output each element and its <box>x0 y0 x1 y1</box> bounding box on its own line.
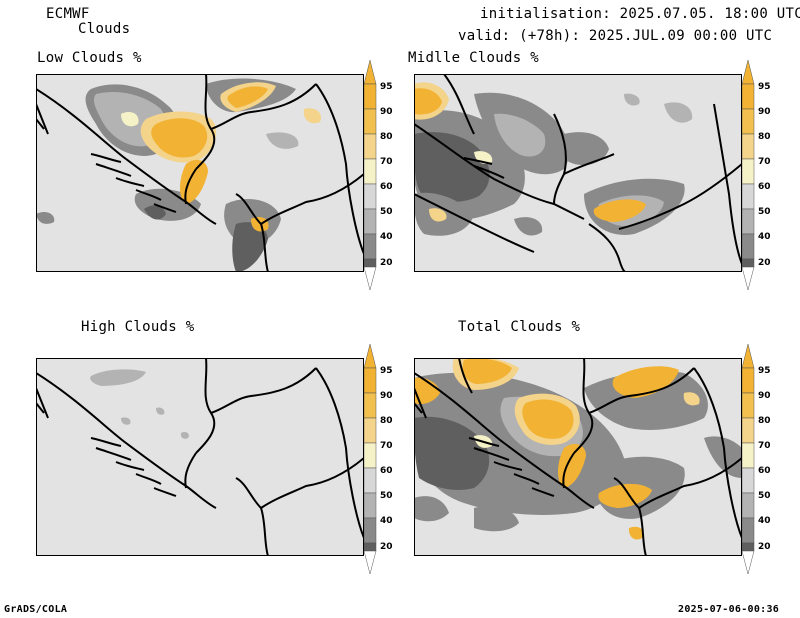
map-panel-low-clouds <box>36 74 364 272</box>
colorbar-label-70: 70 <box>380 157 393 167</box>
initialisation-time: initialisation: 2025.07.05. 18:00 UTC <box>480 6 800 22</box>
colorbar-label-80: 80 <box>758 416 771 426</box>
colorbar-swatches <box>363 343 377 575</box>
footer-software: GrADS/COLA <box>4 604 68 615</box>
colorbar-label-60: 60 <box>380 182 393 192</box>
panel-title-low-clouds: Low Clouds % <box>37 50 142 66</box>
colorbar-label-60: 60 <box>758 466 771 476</box>
colorbar-label-90: 90 <box>758 107 771 117</box>
colorbar-label-80: 80 <box>380 416 393 426</box>
colorbar-label-40: 40 <box>758 516 771 526</box>
panel-title-middle-clouds: Midlle Clouds % <box>408 50 539 66</box>
colorbar-high-clouds: 95 90 80 70 60 50 40 20 <box>363 342 400 582</box>
map-panel-middle-clouds <box>414 74 742 272</box>
colorbar-label-80: 80 <box>758 132 771 142</box>
colorbar-swatches <box>741 343 755 575</box>
colorbar-label-40: 40 <box>380 516 393 526</box>
colorbar-label-20: 20 <box>380 542 393 552</box>
product-name: Clouds <box>78 21 131 37</box>
colorbar-middle-clouds: 95 90 80 70 60 50 40 20 <box>741 58 778 298</box>
colorbar-label-90: 90 <box>380 391 393 401</box>
footer-timestamp: 2025-07-06-00:36 <box>678 604 780 615</box>
colorbar-swatches <box>741 59 755 291</box>
map-panel-high-clouds <box>36 358 364 556</box>
panel-title-high-clouds: High Clouds % <box>81 319 195 335</box>
colorbar-label-20: 20 <box>758 542 771 552</box>
colorbar-label-40: 40 <box>380 232 393 242</box>
colorbar-total-clouds: 95 90 80 70 60 50 40 20 <box>741 342 778 582</box>
colorbar-label-95: 95 <box>758 82 771 92</box>
colorbar-label-80: 80 <box>380 132 393 142</box>
colorbar-label-50: 50 <box>380 491 393 501</box>
colorbar-label-50: 50 <box>758 491 771 501</box>
colorbar-label-50: 50 <box>380 207 393 217</box>
colorbar-label-50: 50 <box>758 207 771 217</box>
colorbar-label-60: 60 <box>380 466 393 476</box>
colorbar-label-95: 95 <box>380 82 393 92</box>
colorbar-low-clouds: 95 90 80 70 60 50 40 20 <box>363 58 400 298</box>
colorbar-label-70: 70 <box>758 441 771 451</box>
colorbar-label-60: 60 <box>758 182 771 192</box>
colorbar-label-20: 20 <box>758 258 771 268</box>
colorbar-label-20: 20 <box>380 258 393 268</box>
colorbar-label-70: 70 <box>380 441 393 451</box>
model-name: ECMWF <box>46 6 90 22</box>
colorbar-label-95: 95 <box>380 366 393 376</box>
colorbar-label-40: 40 <box>758 232 771 242</box>
valid-time: valid: (+78h): 2025.JUL.09 00:00 UTC <box>458 28 773 44</box>
colorbar-swatches <box>363 59 377 291</box>
map-panel-total-clouds <box>414 358 742 556</box>
colorbar-label-90: 90 <box>758 391 771 401</box>
colorbar-label-70: 70 <box>758 157 771 167</box>
colorbar-label-95: 95 <box>758 366 771 376</box>
panel-title-total-clouds: Total Clouds % <box>458 319 581 335</box>
colorbar-label-90: 90 <box>380 107 393 117</box>
